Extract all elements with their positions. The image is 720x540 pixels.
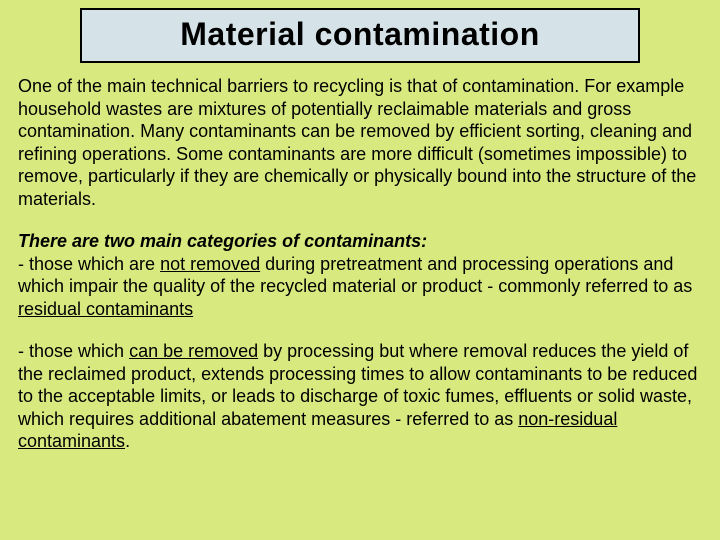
category-2: - those which can be removed by processi… [18, 340, 702, 453]
body-text: One of the main technical barriers to re… [18, 75, 702, 453]
cat2-underline-1: can be removed [129, 341, 258, 361]
cat1-underline-2: residual contaminants [18, 299, 193, 319]
slide-title: Material contamination [92, 16, 628, 53]
cat1-underline-1: not removed [160, 254, 260, 274]
slide: Material contamination One of the main t… [0, 0, 720, 540]
intro-paragraph: One of the main technical barriers to re… [18, 75, 702, 210]
title-box: Material contamination [80, 8, 640, 63]
cat1-prefix: - those which are [18, 254, 160, 274]
categories-heading: There are two main categories of contami… [18, 230, 702, 253]
category-1: - those which are not removed during pre… [18, 253, 702, 321]
categories-block: There are two main categories of contami… [18, 230, 702, 320]
cat2-prefix: - those which [18, 341, 129, 361]
cat2-suffix: . [125, 431, 130, 451]
